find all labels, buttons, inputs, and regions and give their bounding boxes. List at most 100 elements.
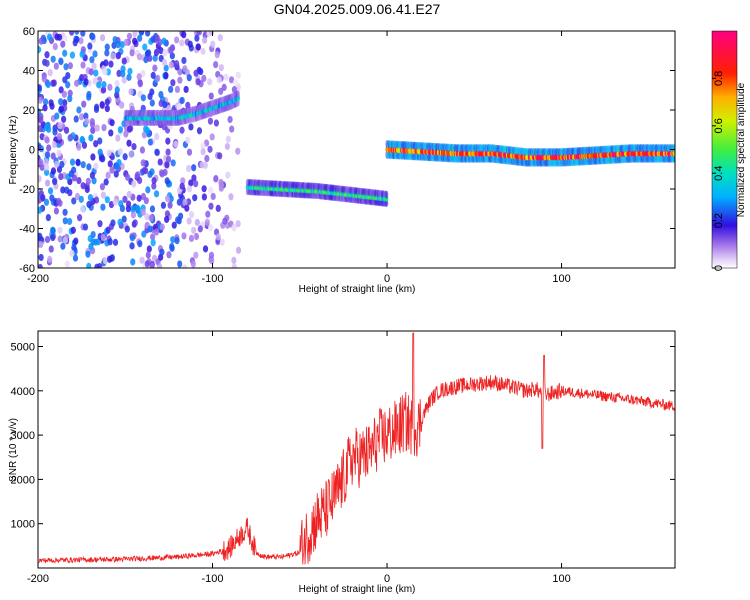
heatmap-noise-cell bbox=[104, 196, 110, 204]
heatmap-noise-cell bbox=[183, 85, 189, 94]
heatmap-noise-cell bbox=[124, 225, 130, 233]
heatmap-noise-cell bbox=[112, 36, 118, 44]
heatmap-noise-cell bbox=[119, 204, 126, 213]
heatmap-noise-cell bbox=[193, 232, 200, 241]
heatmap-noise-cell bbox=[218, 178, 224, 187]
heatmap-noise-cell bbox=[164, 215, 170, 224]
x-tick-label: 100 bbox=[552, 573, 570, 585]
y-tick-label: 4000 bbox=[11, 386, 35, 398]
heatmap-noise-cell bbox=[130, 211, 137, 219]
heatmap-noise-cell bbox=[102, 68, 108, 76]
x-tick-label: -200 bbox=[27, 273, 49, 285]
heatmap-noise-cell bbox=[117, 218, 123, 226]
heatmap-noise-cell bbox=[81, 141, 88, 149]
snr-series-line bbox=[38, 332, 675, 565]
heatmap-noise-cell bbox=[119, 40, 125, 49]
heatmap-noise-cell bbox=[71, 197, 77, 205]
heatmap-noise-cell bbox=[43, 198, 50, 206]
heatmap-noise-cell bbox=[128, 88, 134, 96]
y-tick-label: 0 bbox=[29, 145, 35, 157]
heatmap-noise-cell bbox=[100, 86, 107, 94]
heatmap-noise-cell bbox=[116, 69, 122, 77]
heatmap-noise-cell bbox=[109, 166, 115, 174]
heatmap-noise-cell bbox=[150, 233, 156, 241]
y-tick-label: 1000 bbox=[11, 519, 35, 531]
heatmap-noise-cell bbox=[80, 182, 86, 190]
heatmap-noise-cell bbox=[90, 126, 96, 135]
heatmap-noise-cell bbox=[218, 184, 224, 192]
heatmap-noise-cell bbox=[108, 200, 115, 209]
heatmap-noise-cell bbox=[200, 142, 206, 150]
heatmap-noise-cell bbox=[170, 79, 176, 87]
heatmap-noise-cell bbox=[73, 115, 79, 123]
heatmap-noise-cell bbox=[97, 148, 103, 156]
heatmap-noise-cell bbox=[224, 142, 230, 151]
heatmap-noise-cell bbox=[58, 105, 65, 113]
heatmap-noise-cell bbox=[148, 214, 154, 222]
heatmap-noise-cell bbox=[38, 125, 43, 133]
heatmap-noise-cell bbox=[69, 51, 76, 59]
heatmap-noise-cell bbox=[38, 240, 44, 249]
colorbar-tick-label: 0.2 bbox=[713, 213, 725, 228]
heatmap-noise-cell bbox=[50, 233, 56, 242]
x-tick-label: 100 bbox=[552, 273, 570, 285]
figure-title: GN04.2025.009.06.41.E27 bbox=[274, 1, 441, 17]
heatmap-noise-cell bbox=[154, 34, 160, 42]
heatmap-noise-cell bbox=[50, 55, 56, 63]
heatmap-noise-cell bbox=[154, 133, 160, 141]
x-tick-label: -100 bbox=[202, 273, 224, 285]
heatmap-noise-cell bbox=[140, 70, 146, 78]
heatmap-noise-cell bbox=[110, 52, 116, 60]
heatmap-noise-cell bbox=[117, 148, 123, 156]
heatmap-noise-cell bbox=[74, 35, 80, 44]
heatmap-noise-cell bbox=[158, 46, 164, 55]
heatmap-noise-cell bbox=[100, 191, 107, 199]
heatmap-noise-cell bbox=[173, 140, 179, 148]
heatmap-noise-cell bbox=[157, 158, 163, 166]
heatmap-noise-cell bbox=[57, 235, 63, 243]
heatmap-noise-cell bbox=[67, 95, 73, 103]
spectrogram-x-label: Height of straight line (km) bbox=[299, 284, 416, 295]
heatmap-noise-cell bbox=[99, 101, 105, 109]
heatmap-noise-cell bbox=[231, 263, 237, 268]
heatmap-noise-cell bbox=[46, 144, 52, 152]
heatmap-noise-cell bbox=[38, 206, 43, 214]
heatmap-noise-cell bbox=[137, 34, 143, 42]
heatmap-noise-cell bbox=[104, 43, 110, 51]
heatmap-noise-cell bbox=[145, 31, 151, 37]
heatmap-noise-cell bbox=[71, 244, 77, 252]
heatmap-noise-cell bbox=[120, 70, 126, 78]
heatmap-noise-cell bbox=[122, 153, 128, 161]
heatmap-noise-cell bbox=[91, 62, 97, 70]
heatmap-noise-cell bbox=[126, 73, 132, 81]
heatmap-noise-cell bbox=[52, 178, 58, 186]
heatmap-noise-cell bbox=[210, 192, 216, 201]
heatmap-noise-cell bbox=[223, 73, 229, 81]
heatmap-noise-cell bbox=[105, 226, 111, 234]
heatmap-noise-cell bbox=[102, 257, 108, 265]
heatmap-noise-cell bbox=[45, 80, 51, 89]
heatmap-noise-cell bbox=[199, 161, 205, 169]
heatmap-noise-cell bbox=[126, 190, 132, 198]
heatmap-noise-cell bbox=[49, 194, 55, 202]
heatmap-noise-cell bbox=[99, 183, 106, 191]
heatmap-noise-cell bbox=[231, 224, 237, 232]
heatmap-noise-cell bbox=[67, 217, 73, 226]
heatmap-noise-cell bbox=[52, 42, 58, 51]
heatmap-noise-cell bbox=[193, 180, 199, 188]
heatmap-noise-cell bbox=[115, 134, 121, 142]
heatmap-noise-cell bbox=[174, 85, 181, 93]
heatmap-noise-cell bbox=[194, 218, 200, 227]
heatmap-noise-cell bbox=[151, 176, 157, 185]
heatmap-noise-cell bbox=[72, 254, 79, 262]
heatmap-noise-cell bbox=[63, 126, 70, 134]
heatmap-noise-cell bbox=[79, 205, 86, 213]
heatmap-noise-cell bbox=[104, 98, 110, 106]
heatmap-noise-cell bbox=[227, 115, 233, 124]
heatmap-noise-cell bbox=[158, 90, 164, 99]
heatmap-noise-cell bbox=[159, 248, 165, 256]
heatmap-noise-cell bbox=[57, 121, 63, 130]
heatmap-noise-cell bbox=[69, 158, 76, 166]
heatmap-noise-cell bbox=[160, 201, 167, 209]
heatmap-noise-cell bbox=[123, 130, 129, 138]
